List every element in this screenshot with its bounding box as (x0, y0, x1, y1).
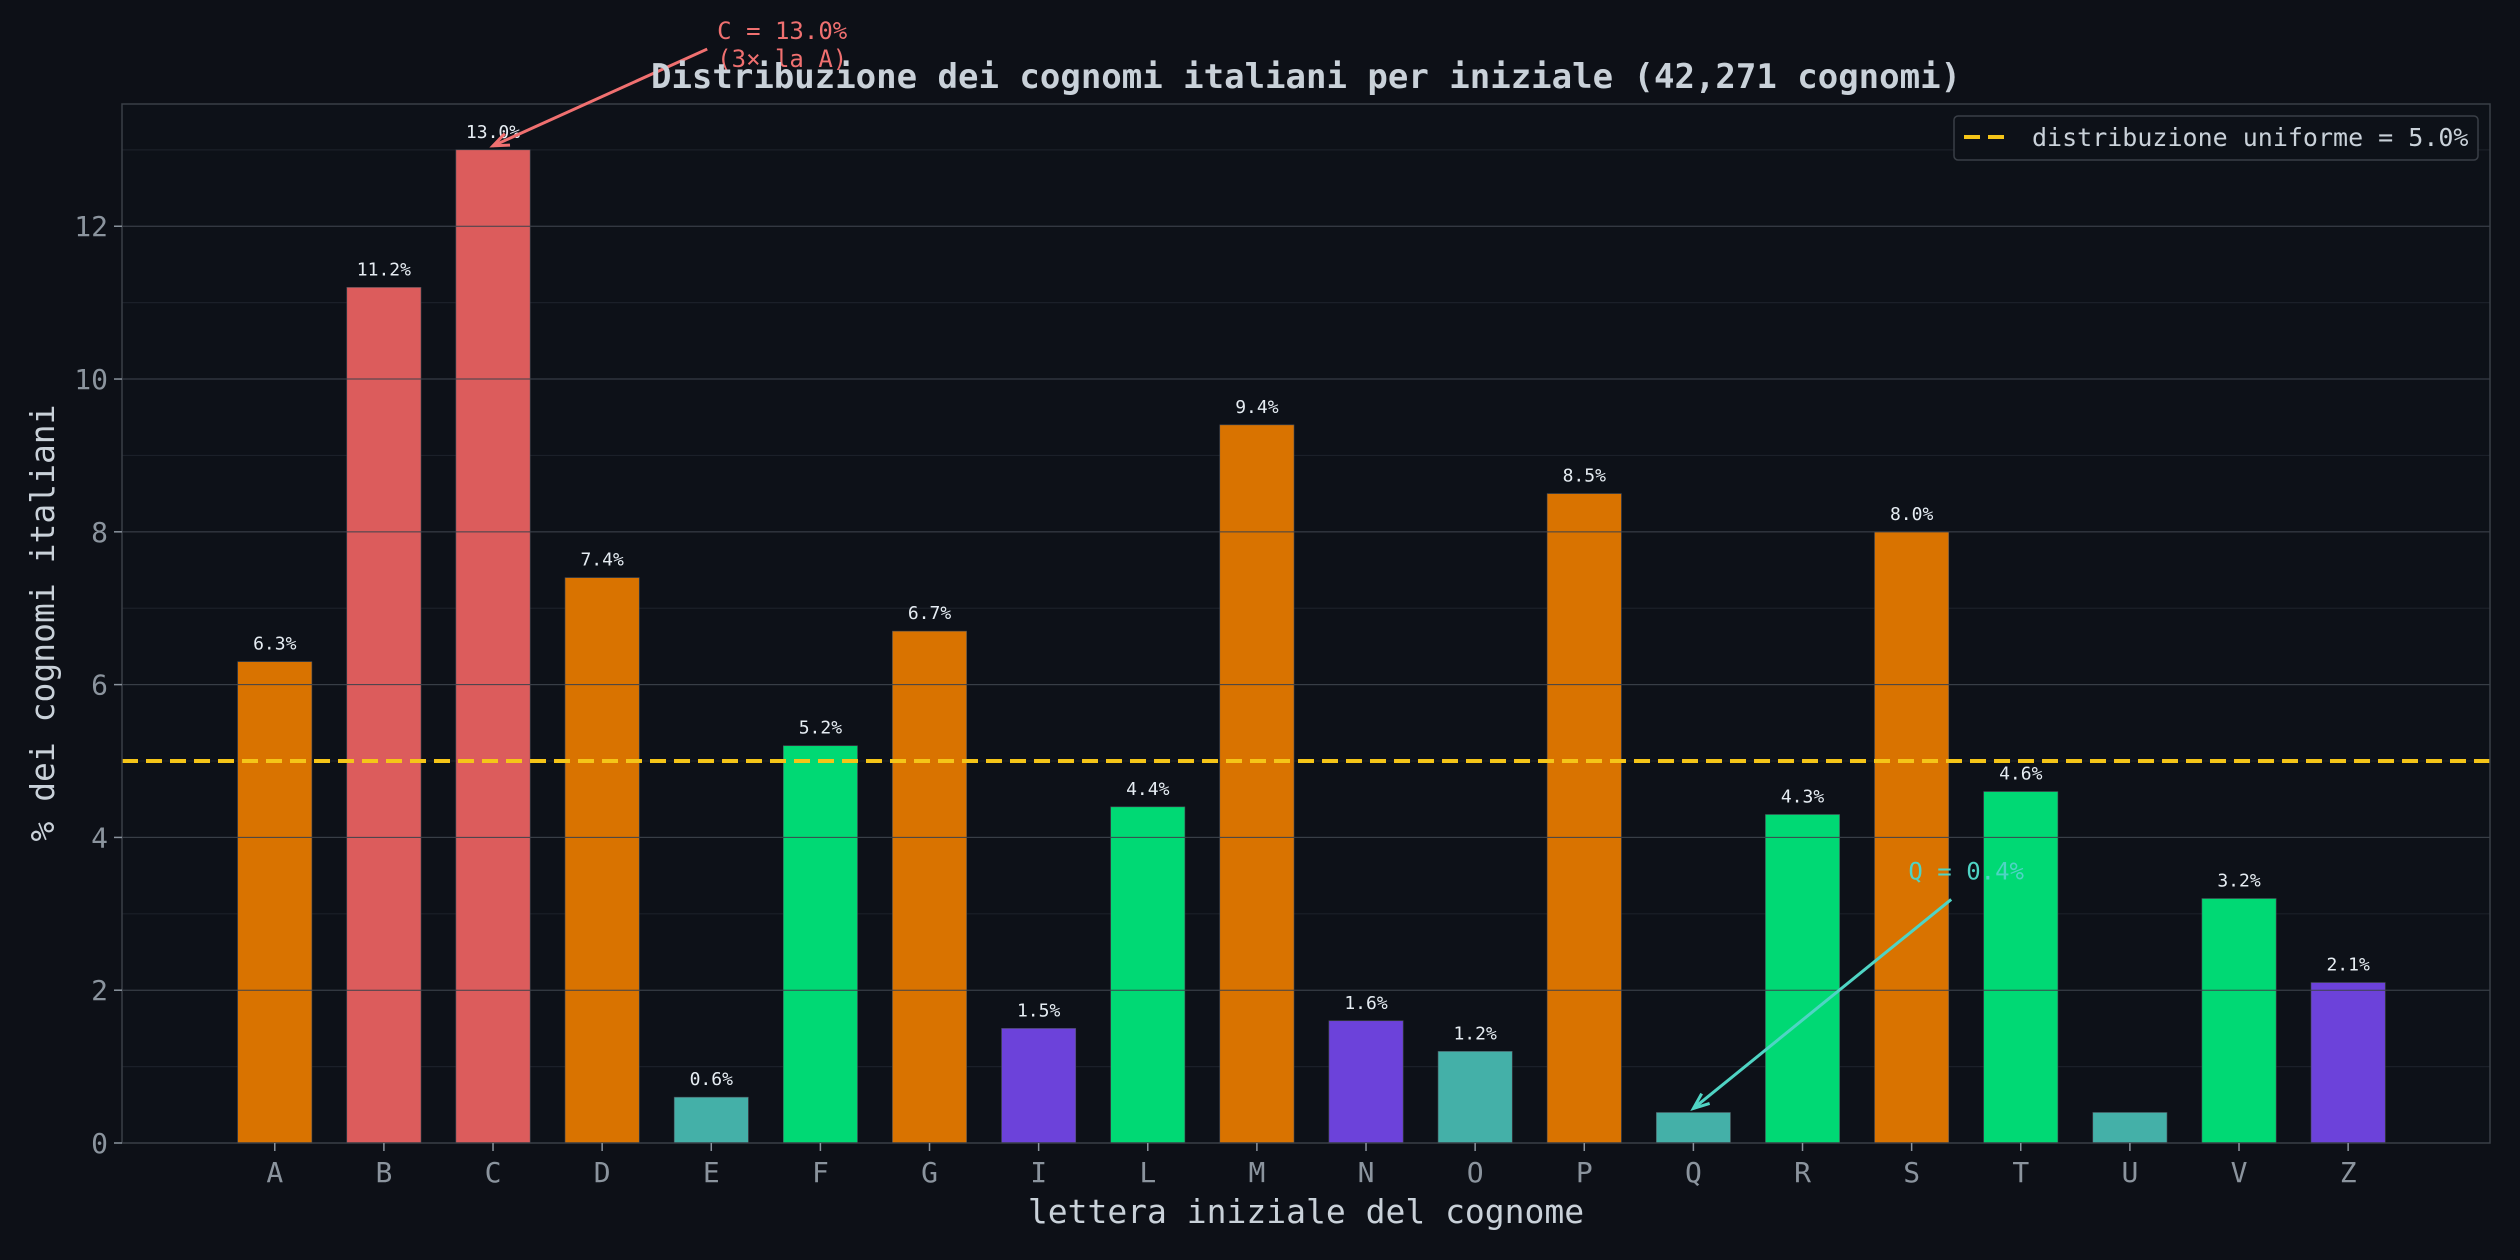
x-tick-label: C (485, 1156, 502, 1189)
y-tick-label: 4 (91, 821, 108, 854)
x-tick-label: P (1576, 1156, 1593, 1189)
y-tick-label: 8 (91, 516, 108, 549)
x-axis-label: lettera iniziale del cognome (1028, 1192, 1584, 1231)
bar-value-label: 0.6% (690, 1069, 734, 1090)
annotation-arrowhead (1690, 1092, 1711, 1111)
bar-value-label: 8.0% (1890, 504, 1934, 525)
annotation-arrowhead (489, 132, 511, 148)
x-tick-label: T (2012, 1156, 2029, 1189)
bar-f (782, 745, 858, 1144)
bar-l (1110, 806, 1186, 1144)
bar-value-label: 5.2% (799, 718, 843, 739)
x-tick-label: O (1467, 1156, 1484, 1189)
x-tick-label: G (921, 1156, 938, 1189)
bar-q (1655, 1112, 1731, 1144)
bar-o (1437, 1051, 1513, 1144)
bar-g (892, 630, 967, 1144)
bar-m (1219, 424, 1295, 1144)
bar-value-label: 13.0% (466, 122, 520, 143)
bar-u (2092, 1112, 2168, 1144)
x-tick-label: A (266, 1156, 283, 1189)
bar-value-label: 7.4% (580, 550, 624, 571)
annotation-text: (3× la A) (717, 45, 847, 73)
bar-value-label: 1.2% (1453, 1023, 1497, 1044)
annotation-arrow (492, 47, 708, 148)
bar-r (1765, 814, 1840, 1144)
bar-value-labels: 6.3% 11.2% 13.0% 7.4% 0.6% 5.2% 6.7% 1.5% 4.4% 9.… (253, 122, 2370, 1090)
bar-e (673, 1096, 749, 1144)
bar-value-label: 6.3% (253, 634, 297, 655)
x-tick-label: Q (1685, 1156, 1702, 1189)
reference-line-group (122, 225, 2490, 991)
y-axis-label: % dei cognomi italiani (23, 404, 62, 841)
y-tick-label: 12 (74, 210, 108, 243)
x-tick-label: M (1248, 1156, 1265, 1189)
x-tick-label: V (2231, 1156, 2248, 1189)
bars (237, 149, 2386, 1144)
bar-v (2201, 898, 2277, 1144)
bar-value-label: 4.4% (1126, 779, 1170, 800)
x-tick-label: L (1139, 1156, 1156, 1189)
bar-value-label: 8.5% (1563, 466, 1607, 487)
bar-a (237, 661, 313, 1144)
x-tick-label: D (594, 1156, 611, 1189)
legend-box (1953, 115, 2479, 161)
x-tick-label: S (1903, 1156, 1920, 1189)
bar-t (1983, 791, 2059, 1144)
annotation-text: Q = 0.4% (1908, 857, 2024, 885)
bar-value-label: 2.1% (2326, 955, 2370, 976)
x-tick-label: N (1358, 1156, 1375, 1189)
bar-value-label: 6.7% (908, 603, 952, 624)
legend-label: distribuzione uniforme = 5.0% (2032, 123, 2469, 152)
bar-p (1546, 493, 1622, 1144)
x-tick-label: Z (2340, 1156, 2357, 1189)
x-tick-label: I (1030, 1156, 1047, 1189)
y-tick-label: 0 (91, 1127, 108, 1160)
bar-z (2310, 982, 2386, 1144)
bar-value-label: 9.4% (1235, 397, 1279, 418)
annotation-text: C = 13.0% (717, 17, 848, 45)
bar-value-label: 11.2% (357, 259, 411, 280)
bar-value-label: 3.2% (2217, 871, 2261, 892)
bar-c (455, 149, 531, 1144)
x-tick-label: R (1794, 1156, 1811, 1189)
x-tick-label: U (2121, 1156, 2138, 1189)
x-tick-label: E (703, 1156, 720, 1189)
bar-value-label: 1.6% (1344, 993, 1388, 1014)
bar-value-label: 4.3% (1781, 786, 1825, 807)
bar-value-label: 1.5% (1017, 1000, 1061, 1021)
bar-i (1001, 1028, 1077, 1144)
annotations: C = 13.0%(3× la A) Q = 0.4% (489, 17, 2025, 1111)
x-tick-label: B (375, 1156, 392, 1189)
y-tick-label: 10 (74, 363, 108, 396)
legend: distribuzione uniforme = 5.0% (1953, 115, 2479, 161)
x-tick-label: F (812, 1156, 829, 1189)
plot-frame (121, 103, 2491, 1144)
annotation-arrow (1692, 898, 1953, 1110)
axis-ticks: 0 2 4 6 8 10 12 A B C D E F G I L M N O P Q R S T U V Z (74, 210, 2356, 1189)
y-tick-label: 2 (91, 974, 108, 1007)
bar-d (564, 577, 640, 1144)
y-tick-label: 6 (91, 669, 108, 702)
bar-n (1328, 1020, 1404, 1144)
chart-title: Distribuzione dei cognomi italiani per i… (651, 57, 1961, 97)
bar-b (346, 287, 422, 1144)
bar-value-label: 4.6% (1999, 764, 2043, 785)
